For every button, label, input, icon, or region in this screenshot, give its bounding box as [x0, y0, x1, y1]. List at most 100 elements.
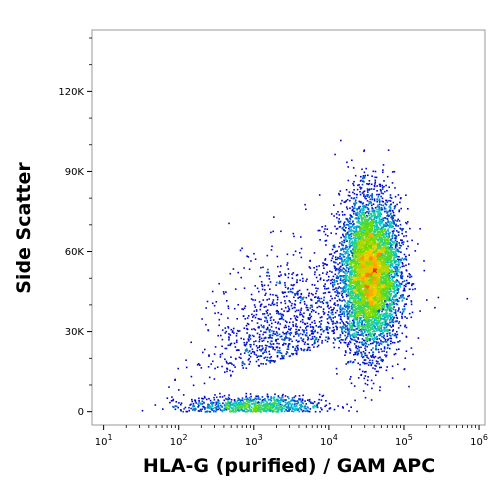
data-point: [377, 304, 380, 306]
data-point: [386, 305, 388, 308]
data-point: [337, 211, 339, 213]
data-point: [349, 378, 351, 380]
data-point: [343, 313, 345, 315]
data-point: [406, 240, 409, 243]
data-point: [338, 192, 340, 195]
data-point: [377, 293, 379, 295]
data-point: [353, 324, 355, 327]
data-point: [377, 246, 379, 248]
data-point: [352, 361, 355, 363]
data-point: [368, 279, 370, 281]
data-point: [358, 350, 360, 353]
data-point: [374, 181, 377, 183]
data-point: [364, 231, 367, 234]
data-point: [355, 351, 357, 354]
data-point: [357, 310, 360, 313]
data-point: [360, 285, 363, 287]
data-point: [390, 342, 392, 345]
data-point: [349, 337, 352, 340]
data-point: [350, 382, 353, 385]
data-point: [376, 321, 378, 324]
data-point: [364, 341, 367, 344]
data-point: [371, 210, 373, 213]
data-point: [370, 265, 372, 268]
data-point: [434, 306, 436, 309]
data-point: [393, 257, 395, 260]
data-point: [362, 335, 365, 337]
data-point: [353, 243, 356, 245]
data-point: [374, 293, 377, 296]
data-point: [396, 220, 398, 222]
data-point: [395, 274, 398, 277]
data-point: [347, 345, 349, 348]
data-point: [374, 170, 377, 173]
data-point: [353, 339, 355, 341]
data-point: [378, 294, 380, 296]
data-point: [384, 255, 387, 257]
data-point: [347, 303, 349, 306]
data-point: [390, 260, 392, 262]
data-point: [354, 270, 357, 272]
data-point: [333, 267, 336, 269]
data-point: [390, 309, 392, 312]
data-point: [360, 248, 362, 251]
data-point: [382, 247, 384, 250]
data-point: [354, 318, 357, 320]
data-point: [333, 346, 336, 349]
data-point: [327, 279, 330, 281]
data-point: [351, 244, 353, 247]
data-point: [359, 301, 362, 303]
data-point: [345, 278, 347, 280]
data-point: [382, 201, 384, 203]
data-point: [340, 139, 342, 142]
data-point: [354, 269, 357, 272]
data-point: [370, 241, 372, 244]
data-point: [349, 334, 352, 337]
data-point: [381, 249, 383, 251]
data-point: [360, 288, 363, 291]
data-point: [385, 303, 388, 306]
data-point: [389, 261, 392, 264]
data-point: [366, 252, 369, 255]
data-point: [358, 312, 361, 314]
data-point: [364, 236, 367, 239]
data-point: [391, 264, 394, 266]
data-point: [397, 234, 400, 236]
data-point: [384, 210, 387, 213]
data-point: [355, 311, 358, 313]
data-point: [389, 225, 392, 227]
data-point: [372, 220, 374, 222]
data-point: [387, 339, 389, 341]
data-point: [385, 328, 388, 331]
data-point: [392, 319, 394, 321]
data-point: [376, 208, 378, 211]
data-point: [357, 280, 359, 283]
data-point: [370, 202, 372, 205]
data-point: [336, 289, 338, 292]
data-point: [407, 221, 409, 223]
data-point: [363, 352, 366, 355]
data-point: [393, 276, 395, 278]
data-point: [387, 238, 389, 240]
data-point: [367, 302, 370, 305]
data-point: [381, 184, 383, 187]
data-point: [351, 205, 354, 208]
data-point: [324, 258, 327, 260]
data-point: [385, 320, 387, 323]
data-point: [366, 345, 368, 348]
data-point: [384, 242, 387, 244]
data-point: [360, 218, 363, 220]
data-point: [378, 203, 381, 206]
data-point: [353, 385, 356, 387]
data-point: [342, 214, 344, 216]
data-point: [394, 187, 396, 189]
data-point: [372, 275, 374, 277]
data-point: [363, 371, 366, 373]
data-point: [389, 299, 391, 301]
data-point: [363, 149, 366, 151]
data-point: [368, 334, 370, 337]
data-point: [344, 291, 346, 293]
data-point: [417, 243, 419, 245]
data-point: [347, 301, 349, 303]
data-point: [377, 305, 379, 307]
